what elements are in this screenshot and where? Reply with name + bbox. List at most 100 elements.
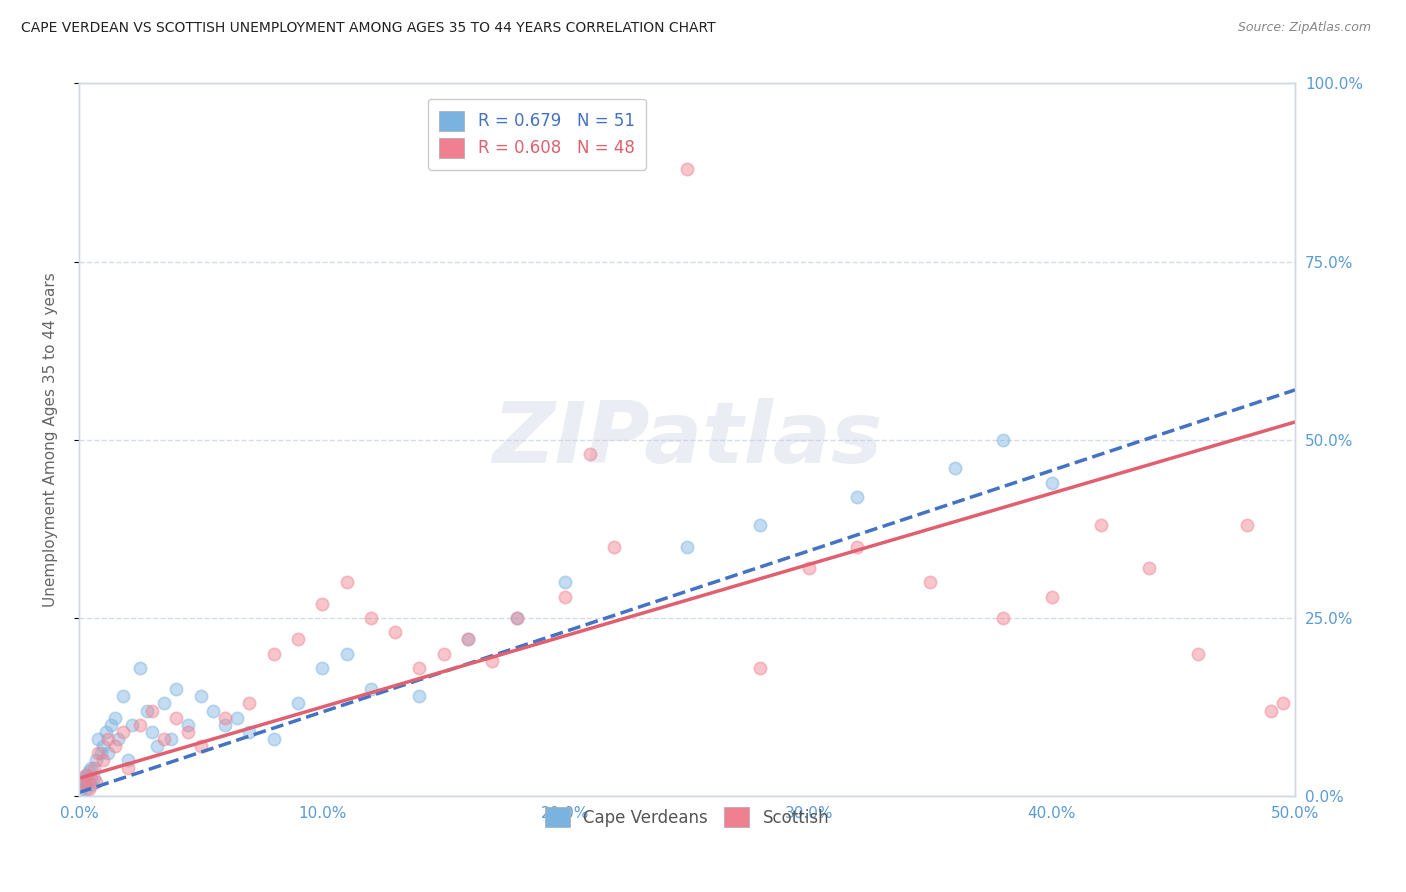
Point	[457, 632, 479, 647]
Point	[578, 447, 600, 461]
Point	[506, 611, 529, 625]
Point	[263, 732, 285, 747]
Text: Source: ZipAtlas.com: Source: ZipAtlas.com	[1237, 21, 1371, 34]
Point	[226, 711, 249, 725]
Point	[1236, 518, 1258, 533]
Point	[1090, 518, 1112, 533]
Point	[77, 774, 100, 789]
Point	[70, 781, 93, 796]
Point	[214, 711, 236, 725]
Point	[201, 704, 224, 718]
Point	[73, 778, 96, 792]
Point	[287, 632, 309, 647]
Point	[111, 690, 134, 704]
Point	[408, 690, 430, 704]
Point	[920, 575, 942, 590]
Point	[111, 725, 134, 739]
Point	[360, 682, 382, 697]
Point	[91, 754, 114, 768]
Point	[83, 761, 105, 775]
Point	[846, 490, 869, 504]
Point	[165, 711, 187, 725]
Point	[676, 161, 699, 176]
Point	[83, 772, 105, 786]
Point	[408, 661, 430, 675]
Point	[214, 718, 236, 732]
Point	[1187, 647, 1209, 661]
Point	[238, 697, 260, 711]
Point	[80, 772, 103, 786]
Point	[77, 764, 100, 779]
Point	[335, 647, 357, 661]
Point	[146, 739, 169, 754]
Point	[554, 590, 576, 604]
Y-axis label: Unemployment Among Ages 35 to 44 years: Unemployment Among Ages 35 to 44 years	[44, 272, 58, 607]
Point	[554, 575, 576, 590]
Point	[433, 647, 456, 661]
Point	[70, 774, 93, 789]
Point	[128, 718, 150, 732]
Point	[100, 718, 122, 732]
Point	[177, 725, 200, 739]
Point	[75, 781, 97, 796]
Point	[1272, 697, 1295, 711]
Point	[177, 718, 200, 732]
Point	[117, 754, 139, 768]
Legend: Cape Verdeans, Scottish: Cape Verdeans, Scottish	[538, 800, 837, 834]
Text: ZIPatlas: ZIPatlas	[492, 398, 882, 482]
Point	[481, 654, 503, 668]
Point	[84, 774, 107, 789]
Point	[676, 540, 699, 554]
Point	[797, 561, 820, 575]
Point	[384, 625, 406, 640]
Point	[1040, 590, 1063, 604]
Point	[121, 718, 143, 732]
Point	[943, 461, 966, 475]
Point	[73, 772, 96, 786]
Point	[117, 761, 139, 775]
Point	[1137, 561, 1160, 575]
Point	[287, 697, 309, 711]
Point	[506, 611, 529, 625]
Point	[993, 611, 1015, 625]
Point	[104, 711, 127, 725]
Point	[749, 661, 772, 675]
Point	[87, 747, 110, 761]
Point	[87, 732, 110, 747]
Point	[141, 704, 163, 718]
Text: CAPE VERDEAN VS SCOTTISH UNEMPLOYMENT AMONG AGES 35 TO 44 YEARS CORRELATION CHAR: CAPE VERDEAN VS SCOTTISH UNEMPLOYMENT AM…	[21, 21, 716, 35]
Point	[311, 597, 333, 611]
Point	[238, 725, 260, 739]
Point	[603, 540, 626, 554]
Point	[846, 540, 869, 554]
Point	[749, 518, 772, 533]
Point	[73, 774, 96, 789]
Point	[335, 575, 357, 590]
Point	[190, 690, 212, 704]
Point	[97, 732, 120, 747]
Point	[311, 661, 333, 675]
Point	[80, 761, 103, 775]
Point	[84, 754, 107, 768]
Point	[160, 732, 183, 747]
Point	[360, 611, 382, 625]
Point	[190, 739, 212, 754]
Point	[128, 661, 150, 675]
Point	[993, 433, 1015, 447]
Point	[141, 725, 163, 739]
Point	[165, 682, 187, 697]
Point	[1040, 475, 1063, 490]
Point	[70, 778, 93, 792]
Point	[136, 704, 159, 718]
Point	[263, 647, 285, 661]
Point	[94, 725, 117, 739]
Point	[75, 768, 97, 782]
Point	[80, 778, 103, 792]
Point	[91, 739, 114, 754]
Point	[457, 632, 479, 647]
Point	[75, 768, 97, 782]
Point	[97, 747, 120, 761]
Point	[107, 732, 129, 747]
Point	[77, 781, 100, 796]
Point	[104, 739, 127, 754]
